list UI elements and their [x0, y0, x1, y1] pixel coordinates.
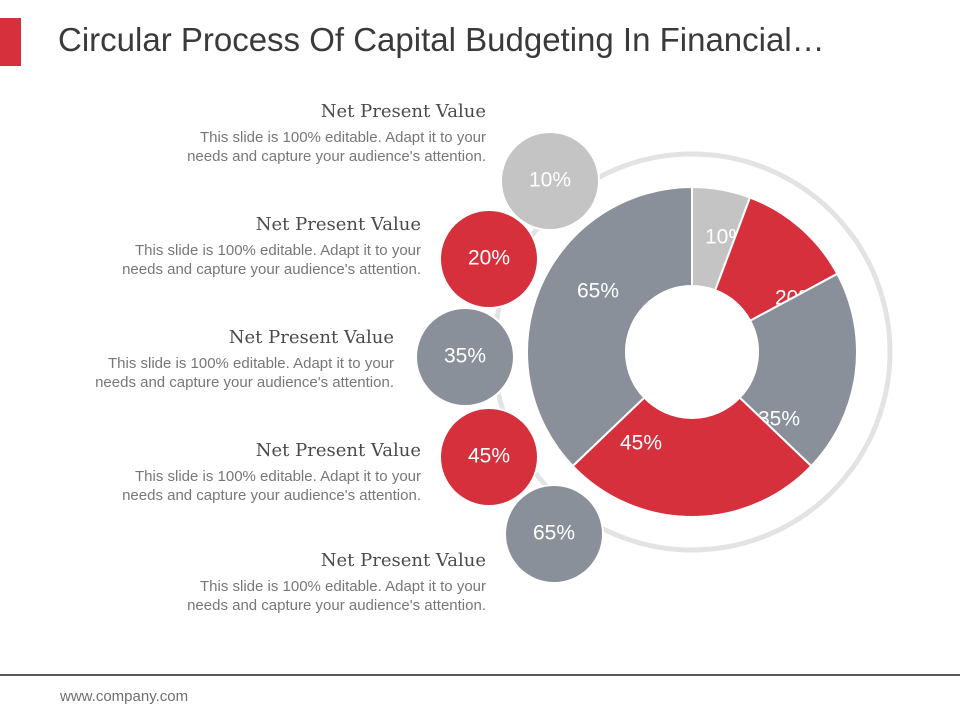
list-item: Net Present Value This slide is 100% edi… [66, 550, 486, 615]
item-description-line: This slide is 100% editable. Adapt it to… [135, 242, 421, 259]
item-description-line: needs and capture your audience's attent… [187, 597, 486, 614]
item-description-line: needs and capture your audience's attent… [122, 261, 421, 278]
item-description-line: This slide is 100% editable. Adapt it to… [135, 468, 421, 485]
item-description-line: This slide is 100% editable. Adapt it to… [108, 355, 394, 372]
list-item: Net Present Value This slide is 100% edi… [66, 101, 486, 166]
footer-divider [0, 674, 960, 676]
footer-url: www.company.com [60, 688, 189, 705]
bubble-label: 20% [468, 247, 510, 270]
donut-slice [571, 396, 813, 518]
list-item: Net Present Value This slide is 100% edi… [0, 327, 394, 392]
item-description-line: This slide is 100% editable. Adapt it to… [200, 129, 486, 146]
item-description-line: needs and capture your audience's attent… [95, 374, 394, 391]
donut-slice [738, 272, 858, 468]
bubble [441, 409, 537, 505]
bubble-label: 45% [468, 445, 510, 468]
bubble [506, 486, 602, 582]
slice-label: 65% [577, 280, 619, 303]
item-title: Net Present Value [255, 214, 421, 235]
title-accent-bar [0, 18, 21, 66]
bubble-label: 10% [529, 169, 571, 192]
item-title: Net Present Value [320, 550, 486, 571]
item-description-line: needs and capture your audience's attent… [122, 487, 421, 504]
list-item: Net Present Value This slide is 100% edi… [1, 214, 421, 279]
bubble-label: 35% [444, 345, 486, 368]
bubble [502, 133, 598, 229]
bubble [417, 309, 513, 405]
bubble-label: 65% [533, 522, 575, 545]
slice-label: 45% [620, 432, 662, 455]
item-description-line: This slide is 100% editable. Adapt it to… [200, 578, 486, 595]
donut-slice [526, 185, 693, 468]
bubble [441, 211, 537, 307]
item-title: Net Present Value [255, 440, 421, 461]
item-description-line: needs and capture your audience's attent… [187, 148, 486, 165]
item-title: Net Present Value [228, 327, 394, 348]
item-title: Net Present Value [320, 101, 486, 122]
list-item: Net Present Value This slide is 100% edi… [1, 440, 421, 505]
